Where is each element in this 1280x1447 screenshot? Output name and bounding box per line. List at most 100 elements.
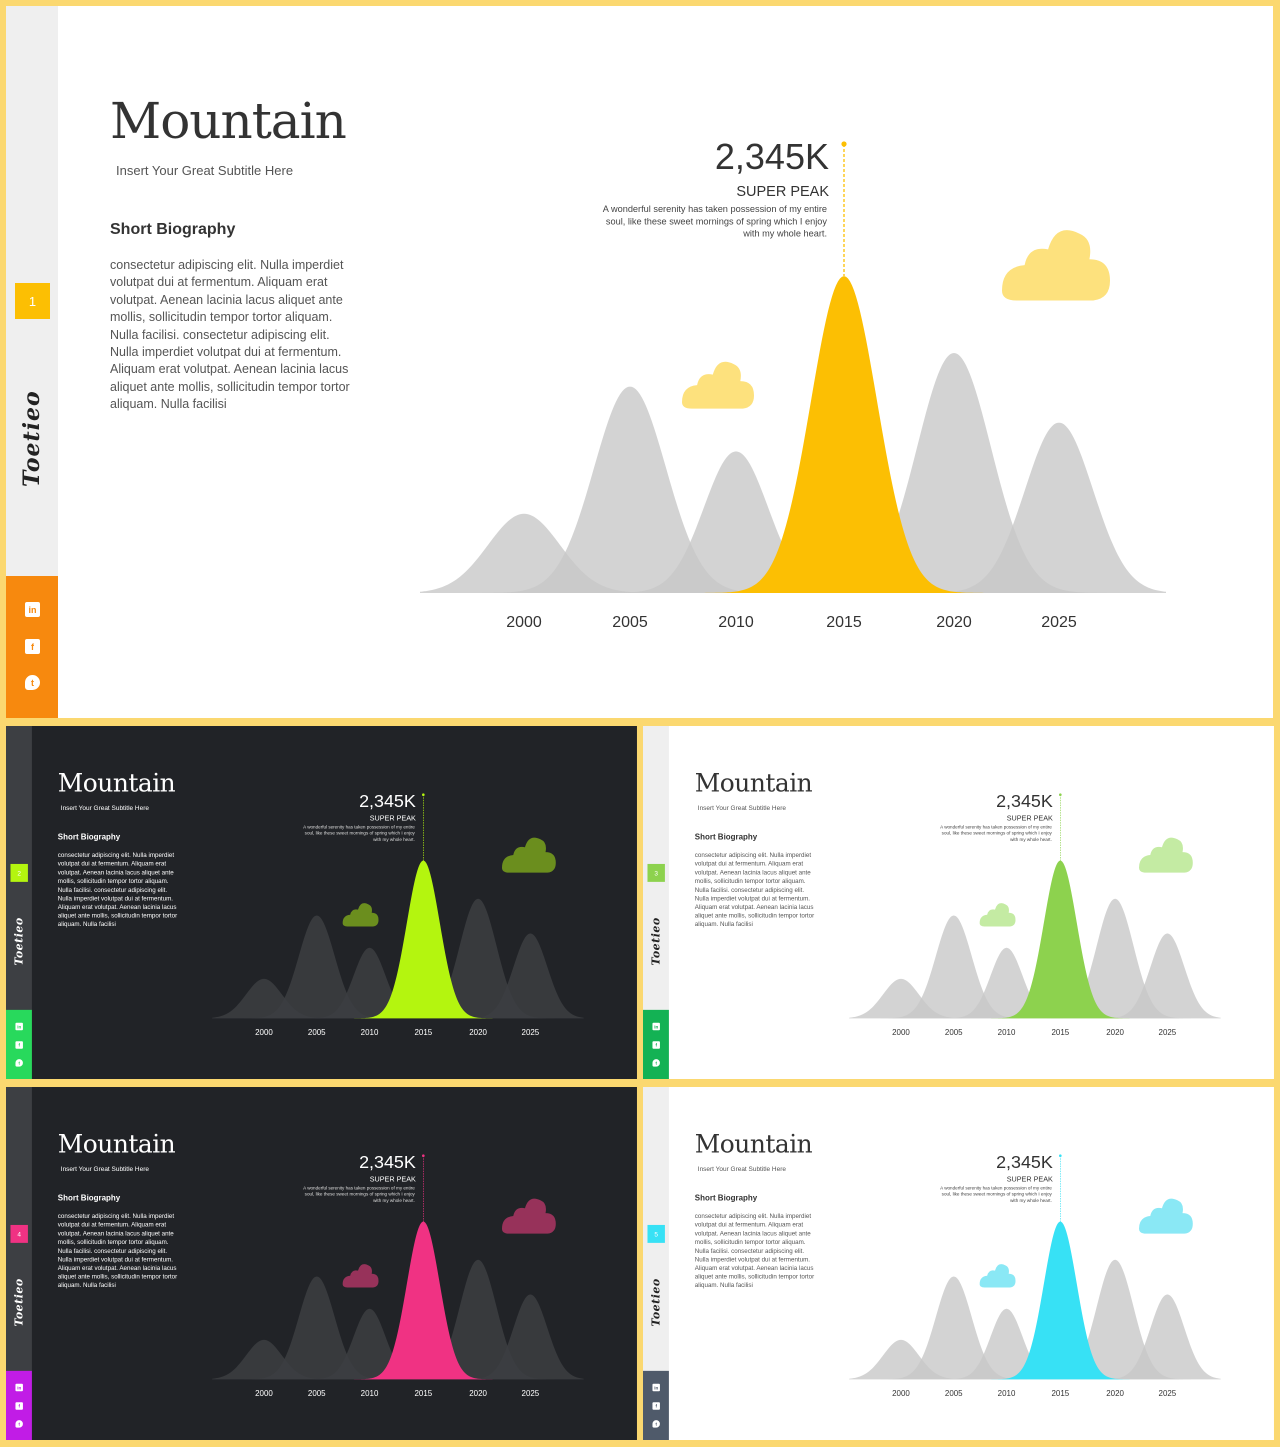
x-tick-label: 2005 (612, 614, 648, 631)
page-number-badge: 1 (15, 283, 50, 319)
x-tick-label: 2025 (522, 1028, 540, 1037)
x-tick-label: 2015 (414, 1389, 432, 1398)
peak-description-line: A wonderful serenity has taken possessio… (603, 204, 827, 214)
side-bar: 3 Toetieo in f t (643, 726, 669, 1079)
mountain-chart: 2000 2005 2010 2015 2020 2025 2,345K SUPER PEAK… (420, 136, 1166, 631)
peak-marker-dot (422, 793, 425, 797)
mountain-peak-2005 (212, 915, 584, 1019)
large-cloud-icon (1139, 1198, 1193, 1234)
mountain-peak-2025 (849, 1294, 1221, 1380)
mountain-peak-2005 (212, 1276, 584, 1380)
peak-description-line: with my whole heart. (373, 1198, 415, 1203)
facebook-icon[interactable]: f (652, 1041, 660, 1049)
mountain-peak-2020 (420, 353, 1166, 593)
bio-text: consectetur adipiscing elit. Nulla imper… (694, 851, 815, 928)
peak-marker-dot (841, 141, 847, 147)
x-tick-label: 2025 (1159, 1389, 1177, 1398)
bio-text: consectetur adipiscing elit. Nulla imper… (694, 1212, 815, 1289)
peak-description-line: with my whole heart. (1010, 837, 1052, 842)
small-cloud-icon (342, 903, 379, 927)
page-number-badge: 2 (10, 863, 28, 882)
facebook-icon[interactable]: f (15, 1402, 23, 1410)
large-cloud-icon (1139, 837, 1193, 873)
peak-description-line: soul, like these sweet mornings of sprin… (942, 1192, 1053, 1197)
bio-heading: Short Biography (57, 1194, 121, 1203)
linkedin-icon[interactable]: in (652, 1383, 660, 1392)
x-tick-label: 2015 (1051, 1028, 1069, 1037)
x-tick-label: 2015 (826, 614, 862, 631)
peak-value: 2,345K (996, 1152, 1053, 1172)
x-tick-label: 2000 (255, 1389, 273, 1398)
slide-canvas: 5 Toetieo in f t Mountain Insert Your Gr… (643, 1087, 1274, 1440)
x-tick-label: 2025 (1159, 1028, 1177, 1037)
peak-description-line: with my whole heart. (742, 229, 827, 239)
twitter-icon[interactable]: t (25, 675, 40, 690)
mountain-peak-2000 (212, 978, 584, 1019)
bio-text: consectetur adipiscing elit. Nulla imper… (110, 258, 350, 412)
x-tick-label: 2020 (1106, 1028, 1124, 1037)
mountain-peak-2025 (212, 933, 584, 1019)
mountain-peak-2025 (849, 933, 1221, 1019)
peak-label: SUPER PEAK (370, 814, 416, 823)
facebook-icon[interactable]: f (652, 1402, 660, 1410)
peak-label: SUPER PEAK (1007, 814, 1053, 823)
x-tick-label: 2005 (945, 1389, 963, 1398)
peak-marker-dot (1059, 1154, 1062, 1158)
peak-description-line: soul, like these sweet mornings of sprin… (305, 1192, 416, 1197)
x-tick-label: 2020 (1106, 1389, 1124, 1398)
linkedin-icon[interactable]: in (15, 1022, 23, 1031)
peak-value: 2,345K (359, 791, 416, 811)
slide-light-green: 3 Toetieo in f t Mountain Insert Your Gr… (643, 726, 1274, 1079)
mountain-peak-2000 (212, 1339, 584, 1380)
mountain-peak-2015 (212, 1221, 584, 1380)
peak-value: 2,345K (996, 791, 1053, 811)
linkedin-icon[interactable]: in (25, 602, 40, 617)
x-tick-label: 2000 (892, 1389, 910, 1398)
x-tick-label: 2020 (469, 1028, 487, 1037)
slide-canvas: 2 Toetieo in f t Mountain Insert Your Gr… (6, 726, 637, 1079)
social-panel: in f t (643, 1009, 669, 1079)
linkedin-icon[interactable]: in (15, 1383, 23, 1392)
peak-label: SUPER PEAK (370, 1175, 416, 1184)
facebook-icon[interactable]: f (15, 1041, 23, 1049)
large-cloud-icon (502, 837, 556, 873)
mountain-peak-2015 (420, 276, 1166, 593)
bio-heading: Short Biography (694, 833, 758, 842)
mountain-chart: 2000 2005 2010 2015 2020 2025 2,345K SUPER PEAK… (849, 791, 1221, 1037)
peak-description-line: soul, like these sweet mornings of sprin… (942, 831, 1053, 836)
page-number-badge: 4 (10, 1224, 28, 1243)
mountain-peak-2015 (849, 1221, 1221, 1380)
social-panel: in f t (6, 576, 58, 718)
mountain-peak-2005 (849, 1276, 1221, 1380)
x-tick-label: 2000 (506, 614, 542, 631)
large-cloud-icon (502, 1198, 556, 1234)
x-tick-label: 2000 (892, 1028, 910, 1037)
mountain-peak-2025 (212, 1294, 584, 1380)
x-tick-label: 2025 (522, 1389, 540, 1398)
twitter-icon[interactable]: t (652, 1420, 660, 1428)
bio-heading: Short Biography (110, 221, 236, 238)
peak-marker-dot (422, 1154, 425, 1158)
page-subtitle: Insert Your Great Subtitle Here (60, 1165, 149, 1173)
twitter-icon[interactable]: t (15, 1059, 23, 1067)
slide-dark-green: 2 Toetieo in f t Mountain Insert Your Gr… (6, 726, 637, 1079)
page-subtitle: Insert Your Great Subtitle Here (697, 1165, 786, 1173)
peak-description-line: soul, like these sweet mornings of sprin… (606, 216, 828, 226)
mountain-peak-2020 (849, 1259, 1221, 1380)
twitter-icon[interactable]: t (652, 1059, 660, 1067)
x-tick-label: 2005 (945, 1028, 963, 1037)
x-tick-label: 2020 (936, 614, 972, 631)
twitter-icon[interactable]: t (15, 1420, 23, 1428)
x-tick-label: 2000 (255, 1028, 273, 1037)
small-cloud-icon (342, 1264, 379, 1288)
linkedin-icon[interactable]: in (652, 1022, 660, 1031)
small-cloud-icon (979, 1264, 1016, 1288)
page-title: Mountain (57, 1129, 176, 1159)
facebook-icon[interactable]: f (25, 639, 40, 654)
x-tick-label: 2010 (998, 1028, 1016, 1037)
peak-label: SUPER PEAK (1007, 1175, 1053, 1184)
mountain-chart: 2000 2005 2010 2015 2020 2025 2,345K SUPER PEAK… (212, 791, 584, 1037)
peak-description-line: soul, like these sweet mornings of sprin… (305, 831, 416, 836)
page-title: Mountain (57, 768, 176, 798)
x-tick-label: 2010 (361, 1028, 379, 1037)
